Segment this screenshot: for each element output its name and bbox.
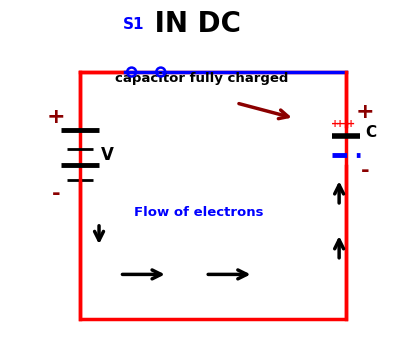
Text: +: + [331,119,339,129]
Text: IN DC: IN DC [145,10,241,38]
Bar [80,72,346,319]
Text: S1: S1 [123,16,145,32]
Text: capacitor fully charged: capacitor fully charged [115,72,289,85]
Text: C: C [365,125,376,140]
Text: +: + [336,119,345,129]
Text: Flow of electrons: Flow of electrons [134,206,263,219]
Text: +: + [47,107,66,127]
Text: V: V [101,146,114,164]
Text: +: + [347,119,356,129]
Text: +: + [356,102,374,122]
Text: -: - [52,184,60,204]
Text: +: + [342,119,350,129]
Text: -: - [360,161,369,181]
